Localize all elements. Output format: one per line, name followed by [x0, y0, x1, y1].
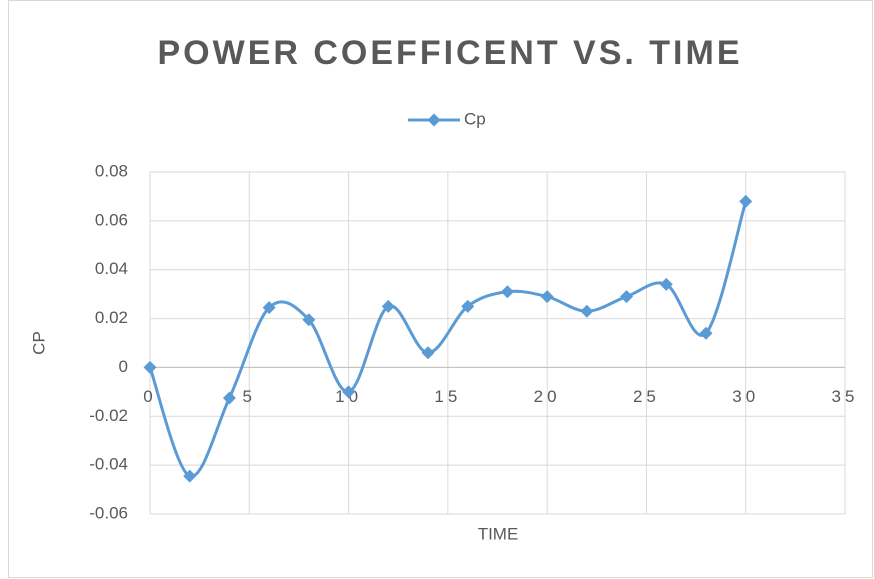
marker: [540, 290, 554, 304]
marker: [421, 346, 435, 360]
chart-title: POWER COEFFICENT VS. TIME: [157, 34, 742, 72]
marker: [183, 469, 197, 483]
marker: [500, 285, 514, 299]
x-tick-label: 5: [243, 387, 256, 406]
y-tick-label: -0.06: [89, 503, 128, 522]
y-tick-label: 0: [119, 357, 128, 376]
x-tick-label: 0: [143, 387, 156, 406]
marker: [739, 194, 753, 208]
legend-marker: [427, 113, 441, 127]
marker: [620, 290, 634, 304]
y-tick-label: -0.02: [89, 406, 128, 425]
y-tick-label: 0.04: [95, 259, 128, 278]
marker: [659, 277, 673, 291]
x-axis-title: TIME: [478, 524, 519, 543]
marker: [699, 326, 713, 340]
marker: [222, 391, 236, 405]
x-tick-label: 35: [832, 387, 859, 406]
marker: [302, 313, 316, 327]
x-tick-label: 25: [633, 387, 660, 406]
legend-label: Cp: [464, 109, 486, 128]
y-tick-label: -0.04: [89, 455, 128, 474]
marker: [461, 299, 475, 313]
marker: [262, 301, 276, 315]
y-tick-label: 0.02: [95, 308, 128, 327]
x-tick-label: 20: [534, 387, 561, 406]
y-tick-label: 0.08: [95, 161, 128, 180]
marker: [342, 385, 356, 399]
marker: [381, 299, 395, 313]
y-tick-label: 0.06: [95, 210, 128, 229]
marker: [580, 304, 594, 318]
chart-border: [8, 0, 873, 578]
x-tick-label: 15: [434, 387, 461, 406]
x-tick-label: 30: [732, 387, 759, 406]
marker: [143, 360, 157, 374]
y-axis-title: CP: [29, 331, 48, 355]
